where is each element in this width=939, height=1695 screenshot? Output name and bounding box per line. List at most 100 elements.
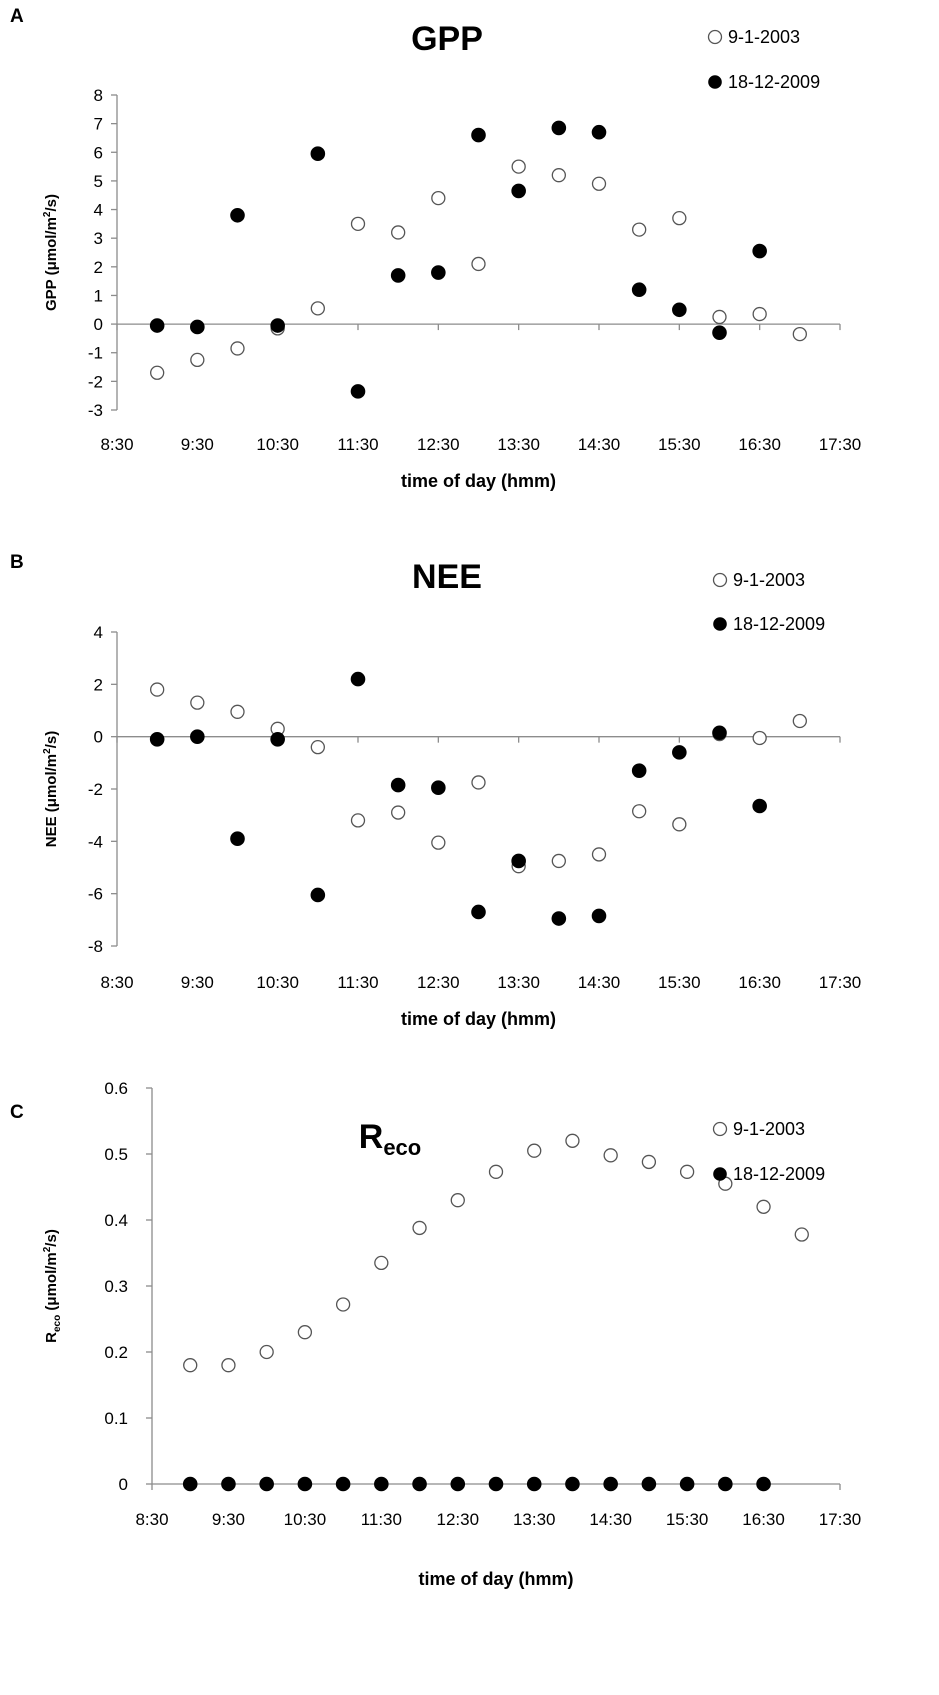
data-point <box>390 268 406 283</box>
data-point <box>527 1143 542 1158</box>
data-point <box>756 1199 771 1214</box>
y-label-sub: eco <box>52 1315 63 1332</box>
data-point <box>450 1476 466 1492</box>
x-tick-label: 15:30 <box>666 1510 709 1529</box>
legend-label: 18-12-2009 <box>733 614 825 634</box>
x-tick-label: 14:30 <box>589 1510 632 1529</box>
x-tick-label: 16:30 <box>742 1510 785 1529</box>
data-point <box>270 318 285 333</box>
y-tick-label: 4 <box>94 623 103 642</box>
data-point <box>350 813 366 828</box>
x-tick-label: 17:30 <box>819 1510 862 1529</box>
x-tick-label: 11:30 <box>337 435 378 454</box>
panel-letter: C <box>10 1102 24 1123</box>
data-point <box>718 1476 733 1492</box>
x-tick-label: 9:30 <box>212 1510 245 1529</box>
data-point <box>591 176 607 191</box>
data-point <box>631 763 647 778</box>
x-tick-label: 10:30 <box>256 973 299 992</box>
x-tick-label: 9:30 <box>181 973 214 992</box>
data-point <box>150 682 165 697</box>
data-point <box>310 739 325 755</box>
y-label-end: /s) <box>43 194 60 212</box>
data-point <box>631 282 647 298</box>
x-tick-label: 14:30 <box>578 435 621 454</box>
data-point <box>794 1227 809 1242</box>
data-point <box>752 730 767 746</box>
y-tick-label: -2 <box>88 780 103 799</box>
series-open <box>150 682 807 874</box>
data-point <box>391 805 406 820</box>
y-label-text: (μmol/m <box>43 1252 60 1315</box>
data-point <box>350 384 366 399</box>
data-point <box>431 835 446 850</box>
x-tick-label: 14:30 <box>578 973 621 992</box>
y-tick-label: 0.1 <box>104 1409 128 1428</box>
data-point <box>488 1476 504 1492</box>
data-point <box>221 1358 236 1373</box>
chart-title: NEE <box>412 558 482 596</box>
y-tick-label: 0.6 <box>104 1079 128 1098</box>
y-axis-label: NEE (μmol/m2/s) <box>42 731 60 847</box>
y-label-end: /s) <box>43 1229 60 1247</box>
data-point <box>591 124 607 140</box>
x-tick-label: 12:30 <box>437 1510 480 1529</box>
chart-title-sub: eco <box>383 1135 421 1160</box>
data-point <box>712 309 727 325</box>
legend-label: 18-12-2009 <box>728 72 820 92</box>
legend-label: 9-1-2003 <box>728 27 800 47</box>
data-point <box>190 695 205 710</box>
data-point <box>190 352 205 368</box>
legend-label: 18-12-2009 <box>733 1164 825 1184</box>
data-point <box>471 127 486 143</box>
data-point <box>374 1476 389 1492</box>
data-point <box>551 120 567 136</box>
data-point <box>712 325 727 340</box>
x-axis-label: time of day (hmm) <box>401 1009 556 1029</box>
y-label-sup: 2 <box>42 1246 53 1252</box>
chart-title-main: R <box>359 1118 384 1156</box>
y-tick-label: -1 <box>88 344 103 363</box>
data-point <box>756 1476 771 1492</box>
data-point <box>412 1476 427 1492</box>
data-point <box>149 731 165 747</box>
legend-marker-filled <box>713 617 727 631</box>
x-tick-label: 11:30 <box>337 973 378 992</box>
data-point <box>752 798 767 814</box>
data-point <box>641 1476 657 1492</box>
data-point <box>603 1476 618 1492</box>
x-tick-label: 16:30 <box>738 973 781 992</box>
series-filled <box>149 120 767 399</box>
x-tick-label: 9:30 <box>181 435 214 454</box>
data-point <box>488 1164 504 1179</box>
y-tick-label: 0.2 <box>104 1343 128 1362</box>
x-tick-label: 15:30 <box>658 973 701 992</box>
data-point <box>672 210 687 226</box>
data-point <box>551 168 566 183</box>
y-tick-label: 0 <box>94 728 103 747</box>
x-tick-label: 12:30 <box>417 973 460 992</box>
x-tick-label: 15:30 <box>658 435 701 454</box>
data-point <box>350 216 366 232</box>
legend-marker-open <box>707 29 723 45</box>
data-point <box>190 319 205 335</box>
data-point <box>270 731 285 747</box>
data-point <box>335 1476 351 1492</box>
y-tick-label: 1 <box>94 286 103 305</box>
chart-title: Reco <box>359 1118 421 1160</box>
y-tick-label: -8 <box>88 937 103 956</box>
data-point <box>679 1476 695 1492</box>
data-point <box>350 671 366 687</box>
legend-label: 9-1-2003 <box>733 570 805 590</box>
y-tick-label: -3 <box>88 401 103 420</box>
y-tick-label: 7 <box>94 115 103 134</box>
y-tick-label: -4 <box>88 832 103 851</box>
x-tick-label: 13:30 <box>497 435 540 454</box>
data-point <box>511 159 526 174</box>
x-tick-label: 11:30 <box>361 1510 402 1529</box>
data-point <box>450 1193 465 1208</box>
data-point <box>632 804 647 819</box>
data-point <box>297 1476 313 1492</box>
series-open <box>183 1133 809 1373</box>
data-point <box>230 831 245 847</box>
